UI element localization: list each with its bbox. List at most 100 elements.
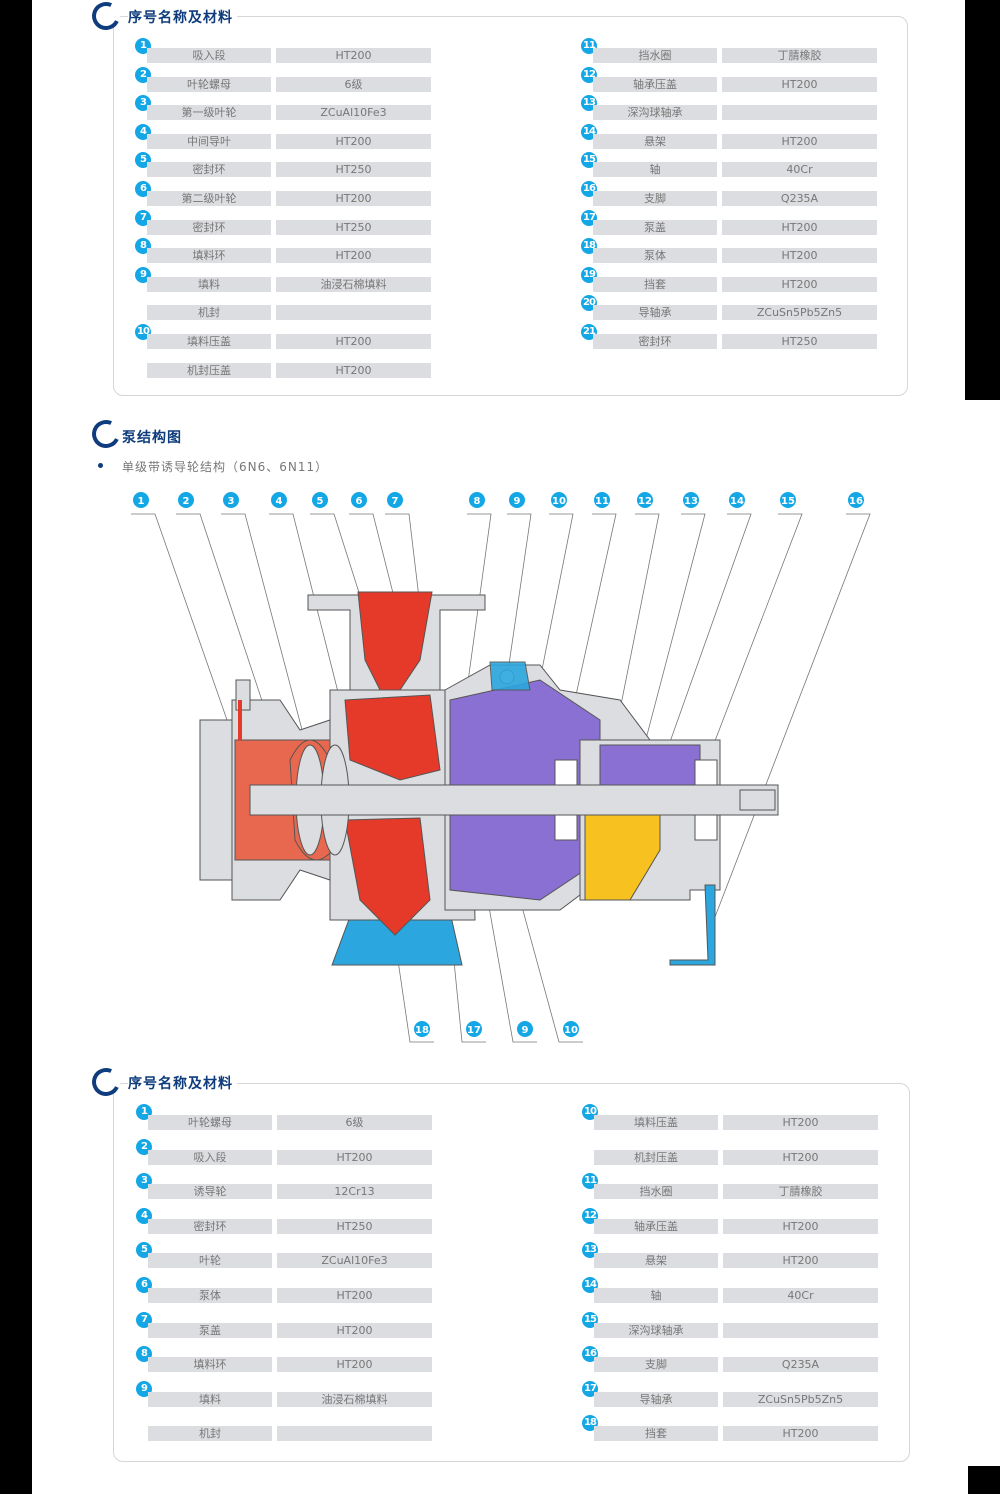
part-name: 吸入段 <box>147 48 271 63</box>
callout-badge <box>594 492 610 508</box>
part-name: 导轴承 <box>593 305 717 321</box>
callout-badge <box>271 492 287 508</box>
part-name: 轴 <box>594 1288 718 1303</box>
part-material: 40Cr <box>723 1288 878 1303</box>
callout-number: 7 <box>392 496 399 507</box>
callout-number: 4 <box>276 496 283 507</box>
part-material: HT200 <box>723 1253 878 1269</box>
part-name: 深沟球轴承 <box>594 1322 718 1338</box>
part-material: HT200 <box>276 191 431 206</box>
volute-upper <box>344 694 441 781</box>
callout-number: 12 <box>638 496 652 507</box>
part-name: 泵体 <box>148 1288 272 1303</box>
leader-line <box>394 939 434 1043</box>
part-material <box>276 305 431 321</box>
part-material: 丁腈橡胶 <box>723 1184 878 1200</box>
section-title-3: 序号名称及材料 <box>128 1073 237 1093</box>
callout-badge <box>551 492 567 508</box>
bearing <box>694 759 718 786</box>
bearing-inner <box>599 744 701 786</box>
part-material: HT200 <box>722 248 877 264</box>
leader-line <box>221 513 311 761</box>
part-material: 丁腈橡胶 <box>722 48 877 63</box>
part-material: ZCuSn5Pb5Zn5 <box>723 1391 878 1407</box>
part-name: 深沟球轴承 <box>593 105 717 121</box>
part-material: HT200 <box>723 1218 878 1234</box>
part-name: 轴 <box>593 162 717 178</box>
callout-badge <box>133 492 149 508</box>
part-name: 轴承压盖 <box>593 76 717 92</box>
bullet <box>98 463 103 468</box>
leader-line <box>131 513 256 801</box>
bearing <box>554 759 578 786</box>
callout-badge <box>729 492 745 508</box>
part-name: 机封压盖 <box>147 362 271 378</box>
callout-badge <box>683 492 699 508</box>
part-material: 6级 <box>277 1115 432 1130</box>
right-border-bottom <box>968 1466 1000 1494</box>
part-name: 悬架 <box>594 1253 718 1269</box>
callout-number: 5 <box>317 496 324 507</box>
part-name: 导轴承 <box>594 1391 718 1407</box>
callout-badge <box>178 492 194 508</box>
section-title-2: 泵结构图 <box>122 427 186 447</box>
callout-number: 15 <box>781 496 795 507</box>
leader-line <box>699 513 803 781</box>
parts-table-panel-1 <box>113 16 908 396</box>
callout-number: 3 <box>228 496 235 507</box>
part-material: HT200 <box>276 48 431 63</box>
part-material: 12Cr13 <box>277 1184 432 1200</box>
callout-badge <box>469 492 485 508</box>
callout-badge <box>509 492 525 508</box>
callout-badge <box>312 492 328 508</box>
part-name: 密封环 <box>147 219 271 235</box>
part-name: 填料压盖 <box>147 334 271 349</box>
bearing <box>694 814 718 841</box>
bearing <box>554 814 578 841</box>
callout-number: 17 <box>467 1025 481 1036</box>
callout-badge <box>637 492 653 508</box>
section-icon <box>88 416 124 452</box>
callout-number: 16 <box>849 496 863 507</box>
part-material <box>277 1426 432 1442</box>
part-material: Q235A <box>723 1357 878 1373</box>
callout-badge <box>466 1021 482 1037</box>
part-material: Q235A <box>722 191 877 206</box>
diagram-subtitle: 单级带诱导轮结构（6N6、6N11） <box>122 460 329 474</box>
part-material: HT200 <box>276 248 431 264</box>
leader-line <box>459 513 492 741</box>
part-material: ZCuAl10Fe3 <box>276 105 431 121</box>
part-name: 填料环 <box>148 1357 272 1373</box>
part-material: HT200 <box>722 133 877 149</box>
part-material: HT200 <box>276 362 431 378</box>
part-name: 悬架 <box>593 133 717 149</box>
section-title-1: 序号名称及材料 <box>128 7 237 27</box>
part-name: 填料 <box>148 1391 272 1407</box>
part-name: 轴承压盖 <box>594 1218 718 1234</box>
part-name: 泵体 <box>593 248 717 264</box>
callout-number: 2 <box>183 496 190 507</box>
callout-badge <box>780 492 796 508</box>
callout-number: 13 <box>684 496 698 507</box>
leader-line <box>629 513 706 801</box>
part-material: HT200 <box>276 334 431 349</box>
part-material: 6级 <box>276 76 431 92</box>
leader-line <box>269 513 341 701</box>
part-material: 油浸石棉填料 <box>277 1391 432 1407</box>
leader-line <box>659 513 752 771</box>
part-name: 挡水圈 <box>593 48 717 63</box>
callout-badge <box>223 492 239 508</box>
callout-number: 18 <box>415 1025 429 1036</box>
part-name: 填料环 <box>147 248 271 264</box>
part-name: 密封环 <box>147 162 271 178</box>
part-name: 泵盖 <box>593 219 717 235</box>
part-name: 填料 <box>147 276 271 292</box>
part-name: 机封压盖 <box>594 1149 718 1165</box>
part-material: 40Cr <box>722 162 877 178</box>
part-name: 挡套 <box>594 1426 718 1442</box>
inlet-flange <box>199 719 233 881</box>
part-name: 第一级叶轮 <box>147 105 271 121</box>
leader-line <box>176 513 286 771</box>
shaft <box>249 784 779 816</box>
part-material: HT200 <box>723 1149 878 1165</box>
